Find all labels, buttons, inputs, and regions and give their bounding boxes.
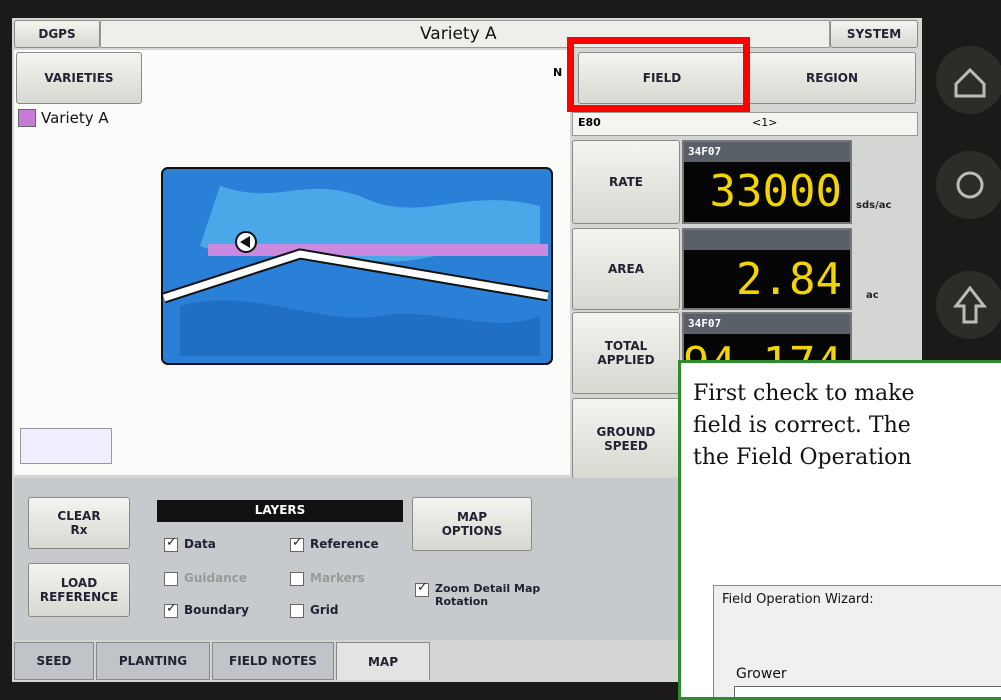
note-line: field is correct. The (693, 413, 911, 438)
area-unit: ac (866, 290, 879, 301)
tab[interactable]: MAP (336, 642, 430, 680)
tab[interactable]: SEED (14, 642, 94, 680)
page: DGPS Variety A SYSTEM VARIETIES N FIELD … (0, 0, 1001, 692)
hybrid (684, 230, 850, 250)
map-options-button[interactable]: MAP OPTIONS (412, 497, 532, 551)
checkbox[interactable]: Grid (290, 603, 338, 617)
checkbox[interactable]: Data (164, 537, 216, 551)
status-bar (572, 112, 918, 136)
legend-label: Variety A (41, 109, 109, 127)
grower-input[interactable] (734, 686, 1001, 700)
readout-label[interactable]: RATE (572, 140, 680, 224)
title: Variety A (420, 24, 497, 44)
zoom-icon[interactable] (20, 428, 112, 464)
readout-label[interactable]: AREA (572, 228, 680, 310)
rate-unit: sds/ac (856, 200, 891, 211)
north-arrow: N (553, 66, 562, 79)
field-id: E80 (578, 116, 601, 129)
load-button[interactable]: LOAD REFERENCE (28, 563, 130, 617)
note-line: the Field Operation (693, 445, 912, 470)
hybrid: 34F07 (684, 314, 850, 334)
wizard-window: Field Operation Wizard: Grower (713, 585, 1001, 700)
page-indicator: <1> (752, 116, 777, 129)
bezel-icons (930, 40, 1001, 380)
highlight-box (567, 37, 750, 112)
legend-swatch (18, 109, 36, 127)
rate-value: 33000 (710, 166, 842, 217)
checkbox[interactable]: Zoom Detail Map Rotation (415, 582, 545, 608)
rate-display: 34F07 33000 (682, 140, 852, 224)
wizard-title: Field Operation Wizard: (722, 592, 874, 607)
field-map (160, 166, 556, 368)
checkbox[interactable]: Boundary (164, 603, 249, 617)
readout-label[interactable]: TOTAL APPLIED (572, 312, 680, 394)
area-value: 2.84 (736, 254, 842, 305)
tab[interactable]: FIELD NOTES (212, 642, 334, 680)
note-line: First check to make (693, 381, 915, 406)
area-display: 2.84 (682, 228, 852, 310)
checkbox[interactable]: Guidance (164, 571, 247, 585)
region-button[interactable]: REGION (748, 52, 916, 104)
tab[interactable]: PLANTING (96, 642, 210, 680)
checkbox[interactable]: Markers (290, 571, 365, 585)
readout-label[interactable]: GROUND SPEED (572, 398, 680, 480)
system-button[interactable]: SYSTEM (830, 20, 918, 48)
layers-header: LAYERS (157, 500, 403, 522)
clear-button[interactable]: CLEAR Rx (28, 497, 130, 549)
varieties-button[interactable]: VARIETIES (16, 52, 142, 104)
checkbox[interactable]: Reference (290, 537, 379, 551)
hybrid: 34F07 (684, 142, 850, 162)
grower-label: Grower (736, 666, 787, 682)
dgps-button[interactable]: DGPS (14, 20, 100, 48)
note-box: First check to make field is correct. Th… (678, 360, 1001, 700)
